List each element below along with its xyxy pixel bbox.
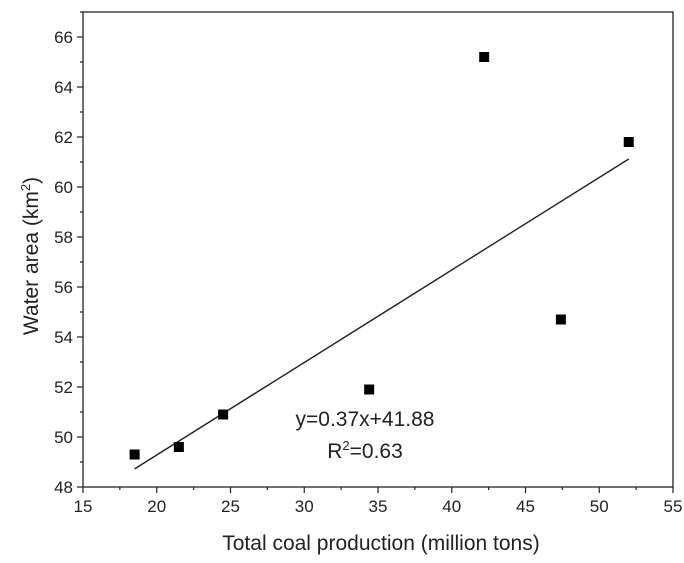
y-tick-label: 54 bbox=[54, 328, 73, 347]
r-squared-sup: 2 bbox=[342, 438, 349, 453]
data-point bbox=[623, 137, 634, 147]
y-axis-title-main: Water area (km bbox=[20, 191, 43, 335]
x-axis-title: Total coal production (million tons) bbox=[222, 532, 539, 555]
y-tick-label: 66 bbox=[54, 28, 73, 47]
data-point bbox=[364, 384, 375, 395]
x-tick-label: 20 bbox=[147, 497, 166, 516]
x-tick-label: 55 bbox=[664, 497, 683, 516]
y-tick-label: 50 bbox=[54, 428, 73, 447]
data-point bbox=[479, 52, 490, 62]
r-squared-prefix: R bbox=[327, 440, 342, 463]
fit-equation-label: y=0.37x+41.88 bbox=[296, 408, 435, 431]
r-squared-value: =0.63 bbox=[350, 440, 403, 463]
x-tick-label: 50 bbox=[590, 497, 609, 516]
x-tick-label: 30 bbox=[295, 497, 314, 516]
y-tick-label: 56 bbox=[54, 278, 73, 297]
y-axis-title-close: ) bbox=[20, 177, 43, 184]
y-tick-label: 48 bbox=[54, 478, 73, 497]
x-tick-label: 40 bbox=[442, 497, 461, 516]
x-tick-label: 35 bbox=[369, 497, 388, 516]
data-point bbox=[129, 449, 140, 460]
data-point bbox=[218, 409, 229, 420]
y-tick-label: 62 bbox=[54, 128, 73, 147]
data-point bbox=[555, 314, 566, 325]
x-tick-label: 25 bbox=[221, 497, 240, 516]
y-axis-title-sup: 2 bbox=[18, 184, 33, 191]
y-tick-label: 64 bbox=[54, 78, 73, 97]
y-tick-label: 52 bbox=[54, 378, 73, 397]
y-tick-label: 60 bbox=[54, 178, 73, 197]
x-tick-label: 45 bbox=[516, 497, 535, 516]
r-squared-label: R2=0.63 bbox=[327, 438, 403, 463]
data-point bbox=[173, 442, 184, 452]
y-tick-label: 58 bbox=[54, 228, 73, 247]
y-axis-title: Water area (km2) bbox=[18, 177, 43, 335]
plot-area: 15 20 25 30 35 40 45 50 55 48 50 52 54 56 58 60 62 64 66 bbox=[54, 11, 683, 516]
x-tick-label: 15 bbox=[74, 497, 93, 516]
regression-line bbox=[134, 158, 630, 470]
